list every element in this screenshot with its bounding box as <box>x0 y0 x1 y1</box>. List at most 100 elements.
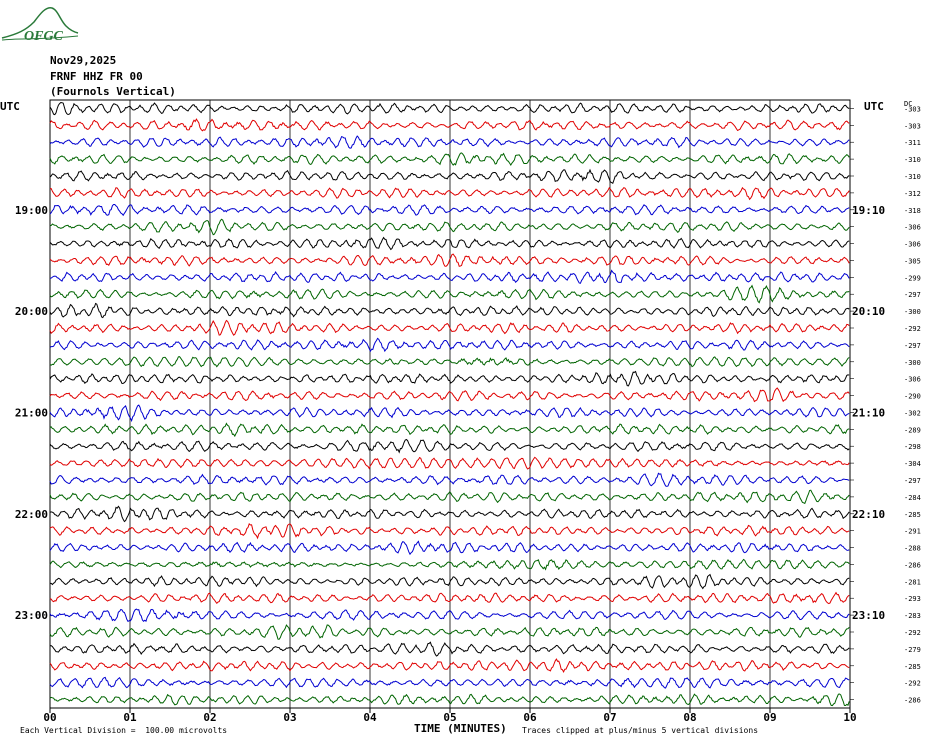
logo-text: OFGC <box>24 29 64 44</box>
dc-offset-label: -303 <box>904 105 921 113</box>
ofgc-logo: OFGC <box>1 6 79 44</box>
dc-offset-label: -291 <box>904 528 921 536</box>
trace-line <box>49 676 850 689</box>
x-tick-label: 06 <box>523 711 537 724</box>
trace-line <box>49 591 850 605</box>
trace-line <box>49 540 850 556</box>
trace-line <box>49 489 850 505</box>
x-tick-label: 09 <box>763 711 776 724</box>
header-description: (Fournols Vertical) <box>50 85 176 98</box>
dc-offset-label: -297 <box>904 477 921 485</box>
trace-line <box>49 204 850 217</box>
trace-line <box>49 624 850 640</box>
trace-line <box>49 168 850 185</box>
dc-offset-label: -292 <box>904 680 921 688</box>
dc-offset-label: -285 <box>904 663 921 671</box>
trace-line <box>49 404 850 423</box>
trace-line <box>49 658 850 674</box>
trace-line <box>49 523 850 540</box>
dc-offset-label: -297 <box>904 342 921 350</box>
x-tick-label: 03 <box>283 711 296 724</box>
x-tick-label: 04 <box>363 711 377 724</box>
left-hour-label: 21:00 <box>15 406 48 419</box>
right-hour-label: 22:10 <box>852 508 885 521</box>
dc-offset-label: -297 <box>904 291 921 299</box>
dc-offset-label: -312 <box>904 190 921 198</box>
left-hour-label: 22:00 <box>15 508 48 521</box>
trace-line <box>49 253 850 267</box>
trace-line <box>49 236 850 251</box>
trace-line <box>49 505 850 523</box>
dc-offset-label: -310 <box>904 173 921 181</box>
dc-offset-label: -298 <box>904 443 921 451</box>
header-date: Nov29,2025 <box>50 54 117 67</box>
trace-line <box>49 356 850 368</box>
dc-offset-label: -292 <box>904 325 921 333</box>
dc-offset-label: -302 <box>904 409 921 417</box>
trace-line <box>49 302 850 319</box>
seismic-traces <box>49 101 850 707</box>
trace-line <box>49 152 850 166</box>
trace-line <box>50 573 850 590</box>
dc-offset-label: -286 <box>904 697 921 705</box>
trace-line <box>49 438 850 454</box>
x-axis-title: TIME (MINUTES) <box>414 722 507 735</box>
dc-offset-label: -300 <box>904 308 921 316</box>
x-tick-label: 00 <box>43 711 56 724</box>
x-tick-label: 02 <box>203 711 216 724</box>
left-hour-label: 20:00 <box>15 305 48 318</box>
dc-offset-label: -306 <box>904 224 921 232</box>
trace-line <box>49 472 850 487</box>
trace-line <box>49 319 850 336</box>
dc-offset-label: -292 <box>904 629 921 637</box>
dc-offset-label: -279 <box>904 646 921 654</box>
trace-line <box>49 608 850 623</box>
dc-offset-label: -311 <box>904 139 921 147</box>
dc-offset-label: -310 <box>904 156 921 164</box>
dc-offset-label: -305 <box>904 257 921 265</box>
trace-line <box>49 370 850 387</box>
left-hour-label: 19:00 <box>15 204 48 217</box>
dc-offset-label: -303 <box>904 122 921 130</box>
dc-offset-label: -290 <box>904 393 921 401</box>
dc-offset-label: -306 <box>904 241 921 249</box>
left-utc-label: UTC <box>0 100 20 113</box>
scale-note: Each Vertical Division = 100.00 microvol… <box>20 726 228 735</box>
dc-offset-label: -283 <box>904 612 921 620</box>
trace-line <box>49 693 850 707</box>
trace-line <box>49 135 850 149</box>
trace-line <box>49 387 850 403</box>
dc-offset-label: -288 <box>904 545 921 553</box>
trace-line <box>49 269 850 284</box>
trace-line <box>49 186 850 201</box>
dc-offset-label: -289 <box>904 426 921 434</box>
right-hour-label: 23:10 <box>852 609 885 622</box>
trace-line <box>49 641 850 657</box>
dc-offset-label: -304 <box>904 460 921 468</box>
left-hour-label: 23:00 <box>15 609 48 622</box>
trace-line <box>49 101 850 116</box>
right-hour-label: 20:10 <box>852 305 885 318</box>
right-hour-label: 19:10 <box>852 204 885 217</box>
dc-offset-label: -285 <box>904 511 921 519</box>
dc-offset-label: -300 <box>904 359 921 367</box>
right-hour-label: 21:10 <box>852 406 885 419</box>
clip-note: Traces clipped at plus/minus 5 vertical … <box>522 726 759 735</box>
trace-line <box>49 456 850 470</box>
trace-line <box>49 422 850 438</box>
dc-offset-label: -281 <box>904 578 921 586</box>
trace-line <box>49 284 850 304</box>
dc-offset-label: -318 <box>904 207 921 215</box>
plot-grid <box>49 99 854 713</box>
dc-offset-label: -286 <box>904 561 921 569</box>
x-tick-label: 10 <box>843 711 856 724</box>
plot-labels: UTC UTC DC TIME (MINUTES) 00 01 02 03 04 05 06… <box>0 100 921 735</box>
trace-line <box>49 337 850 353</box>
dc-offset-label: -299 <box>904 274 921 282</box>
dc-offset-label: -284 <box>904 494 921 502</box>
x-tick-label: 08 <box>683 711 696 724</box>
right-utc-label: UTC <box>864 100 884 113</box>
trace-line <box>49 218 850 236</box>
header-station: FRNF HHZ FR 00 <box>50 70 143 83</box>
